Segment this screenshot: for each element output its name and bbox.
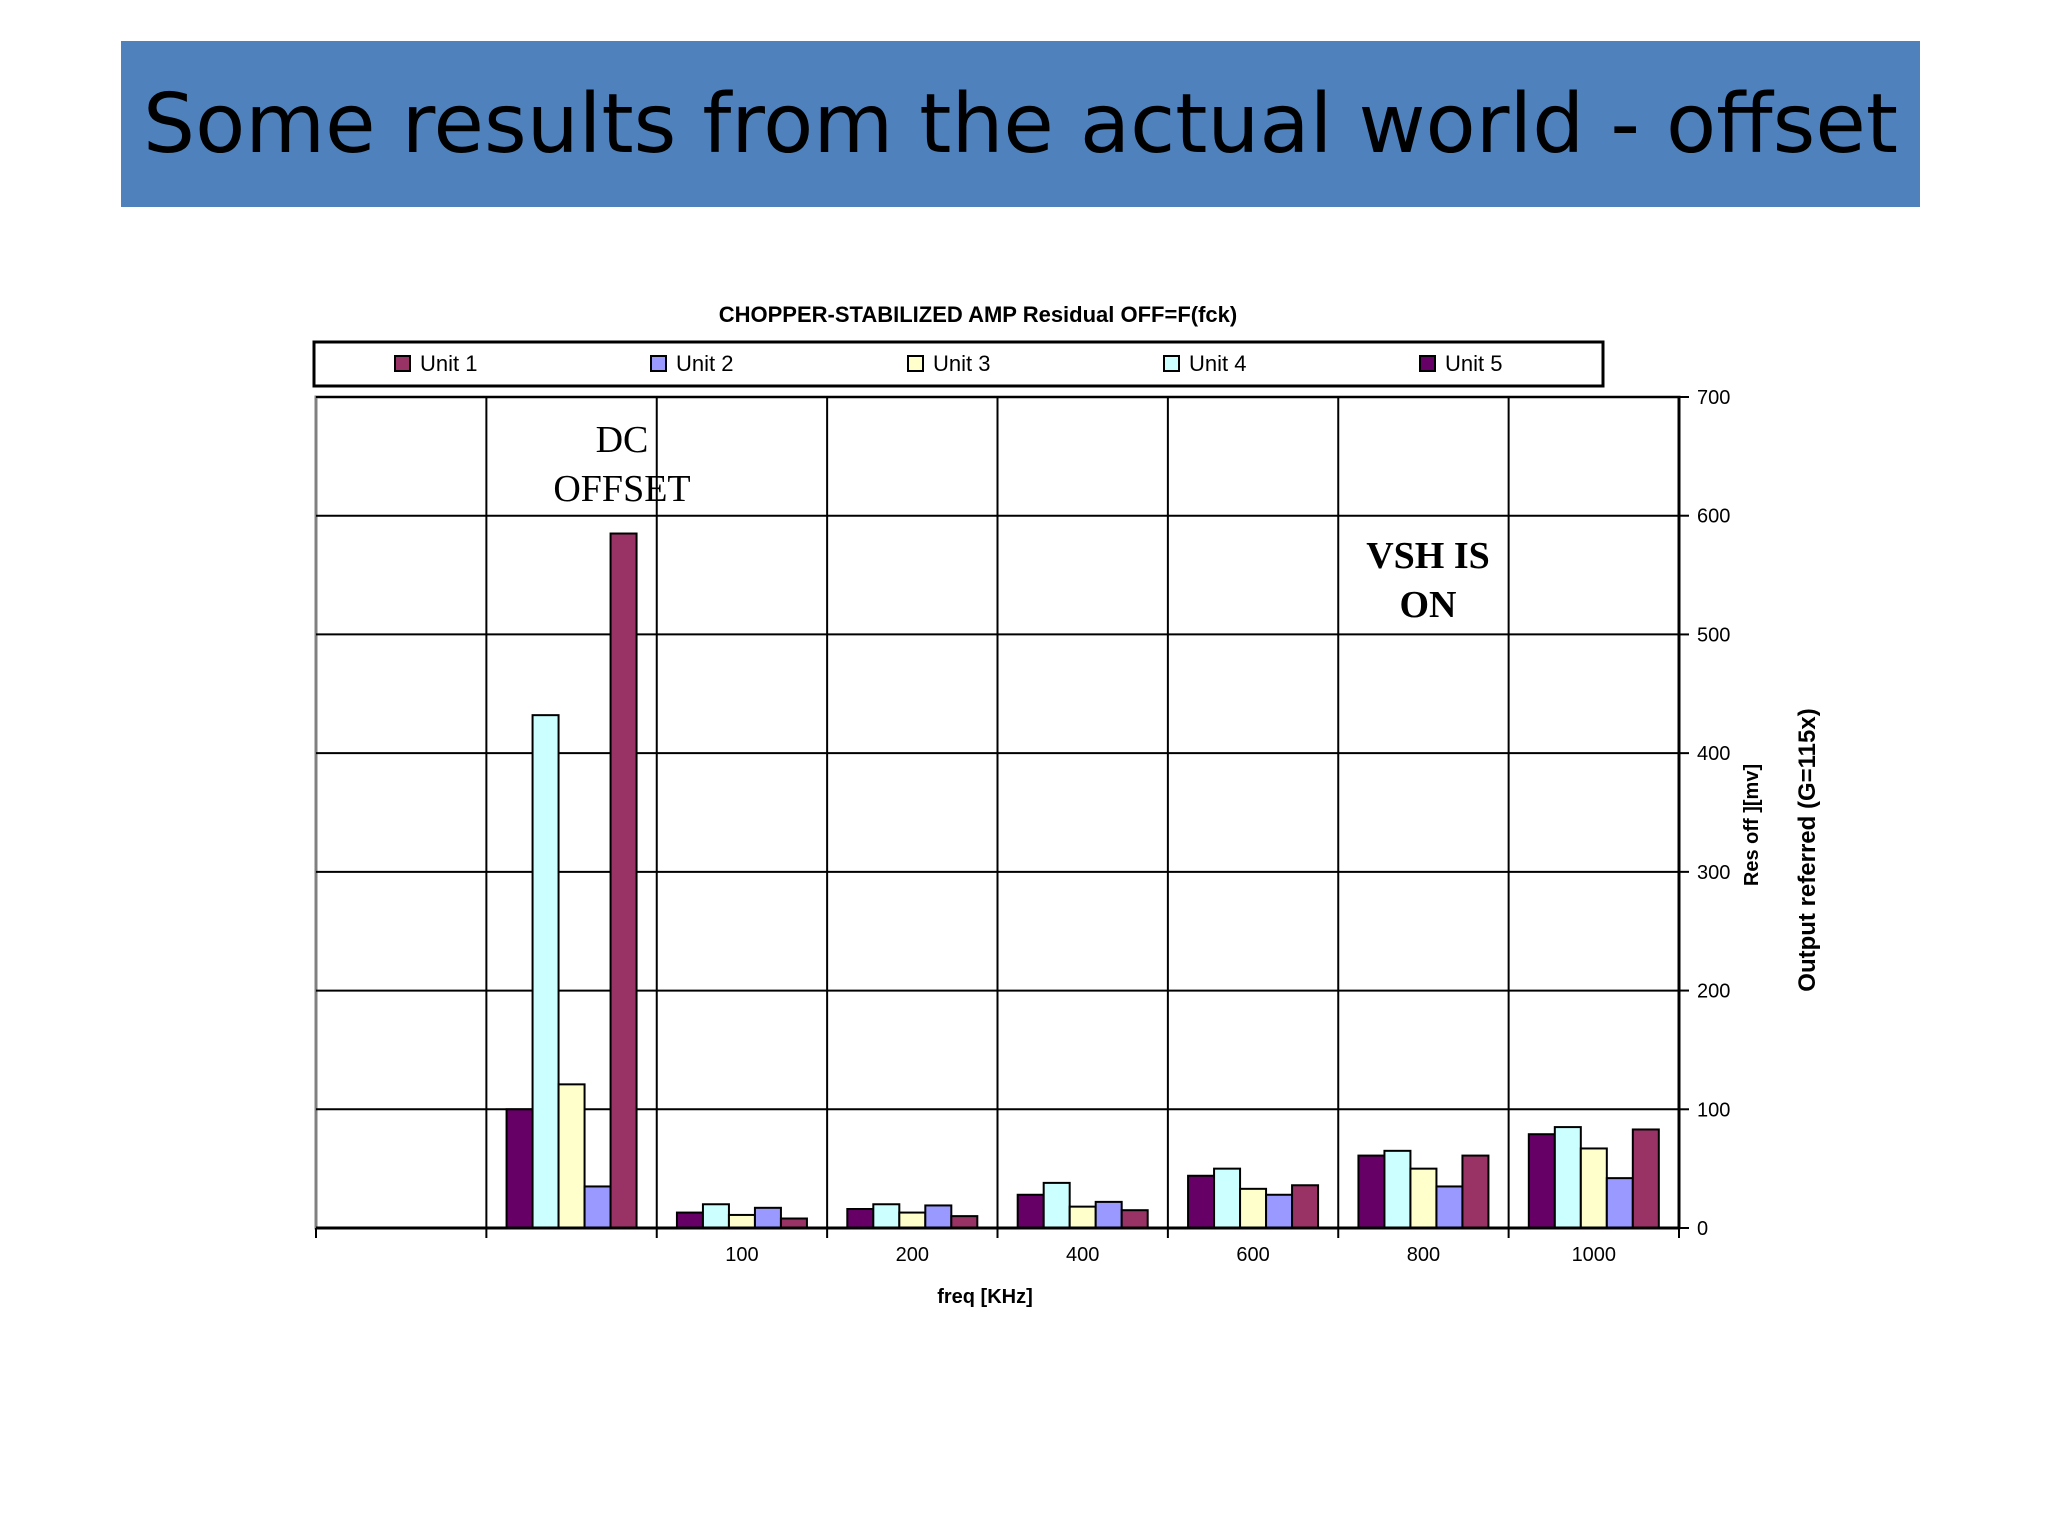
bar-unit-4 xyxy=(1383,1149,1412,1229)
x-tick-label: 1000 xyxy=(1572,1244,1617,1266)
y-tick-label: 0 xyxy=(1697,1218,1708,1240)
y-tick-label: 700 xyxy=(1697,387,1730,409)
bar-unit-1 xyxy=(609,532,638,1229)
y-tick-label: 600 xyxy=(1697,506,1730,528)
legend: Unit 1 Unit 2 Unit 3 Unit 4 Unit 5 xyxy=(312,340,1605,388)
bar-unit-4 xyxy=(1553,1126,1582,1230)
bar-unit-4 xyxy=(872,1203,901,1230)
y-tick-label: 400 xyxy=(1697,743,1730,765)
legend-swatch xyxy=(1163,355,1180,372)
x-tick-label: 100 xyxy=(725,1244,758,1266)
bar-unit-4 xyxy=(531,714,560,1229)
legend-swatch xyxy=(1419,355,1436,372)
axes xyxy=(315,396,1689,1238)
x-axis-title: freq [KHz] xyxy=(937,1286,1033,1308)
slide-title-bar: Some results from the actual world - off… xyxy=(121,41,1920,207)
y-axis-title: Res off ][mv] xyxy=(1741,764,1763,886)
bar-unit-3 xyxy=(727,1213,756,1229)
labels: 0 100 200 300 400 500 600 700 100 200 400 600 800 100… xyxy=(719,302,1821,1308)
legend-label: Unit 5 xyxy=(1445,351,1502,376)
legend-label: Unit 3 xyxy=(933,351,990,376)
annotation-text: VSH IS xyxy=(1366,535,1490,577)
legend-swatch xyxy=(907,355,924,372)
y-axis-title-secondary: Output referred (G=115x) xyxy=(1794,708,1821,991)
bar-unit-2 xyxy=(583,1185,612,1229)
bar-unit-1 xyxy=(1291,1184,1320,1229)
annotation-text: OFFSET xyxy=(553,468,690,510)
x-tick-label: 800 xyxy=(1407,1244,1440,1266)
legend-swatch xyxy=(394,355,411,372)
bar-unit-5 xyxy=(505,1108,534,1230)
bar-unit-5 xyxy=(846,1208,875,1230)
bar-unit-1 xyxy=(1120,1209,1149,1230)
chart-title: CHOPPER-STABILIZED AMP Residual OFF=F(fc… xyxy=(719,302,1237,327)
legend-box xyxy=(312,340,1605,388)
legend-label: Unit 4 xyxy=(1189,351,1246,376)
bar-unit-3 xyxy=(1579,1147,1608,1229)
annotations: DC OFFSET VSH IS ON xyxy=(553,419,1489,626)
bar-unit-3 xyxy=(1068,1205,1097,1230)
bar-unit-3 xyxy=(1239,1187,1268,1230)
bar-unit-1 xyxy=(950,1215,979,1229)
y-tick-label: 300 xyxy=(1697,862,1730,884)
annotation-text: ON xyxy=(1400,584,1457,626)
legend-label: Unit 2 xyxy=(676,351,733,376)
x-tick-label: 200 xyxy=(896,1244,929,1266)
bar-unit-2 xyxy=(1435,1185,1464,1229)
bar-unit-5 xyxy=(675,1211,704,1229)
bar-unit-5 xyxy=(1527,1133,1556,1229)
legend-label: Unit 1 xyxy=(420,351,477,376)
slide-title: Some results from the actual world - off… xyxy=(143,76,1898,172)
bar-unit-2 xyxy=(1094,1200,1123,1229)
bar-unit-2 xyxy=(753,1206,782,1230)
x-tick-label: 400 xyxy=(1066,1244,1099,1266)
bar-unit-3 xyxy=(557,1083,586,1229)
y-tick-label: 500 xyxy=(1697,624,1730,646)
y-tick-label: 200 xyxy=(1697,981,1730,1003)
bar-unit-2 xyxy=(1605,1177,1634,1230)
annotation-text: DC xyxy=(596,419,649,461)
bar-unit-5 xyxy=(1357,1154,1386,1229)
bar-unit-4 xyxy=(701,1203,730,1230)
y-tick-label: 100 xyxy=(1697,1099,1730,1121)
x-tick-label: 600 xyxy=(1236,1244,1269,1266)
bar-unit-1 xyxy=(1631,1128,1660,1230)
bar-unit-3 xyxy=(898,1211,927,1229)
bar-unit-5 xyxy=(1016,1193,1045,1230)
bar-unit-4 xyxy=(1213,1167,1242,1229)
bar-unit-1 xyxy=(1461,1154,1490,1229)
bar-unit-5 xyxy=(1187,1174,1216,1230)
bar-unit-3 xyxy=(1409,1167,1438,1229)
bar-unit-2 xyxy=(1265,1193,1294,1230)
legend-swatch xyxy=(650,355,667,372)
bar-unit-2 xyxy=(924,1204,953,1230)
bar-unit-4 xyxy=(1042,1181,1071,1229)
